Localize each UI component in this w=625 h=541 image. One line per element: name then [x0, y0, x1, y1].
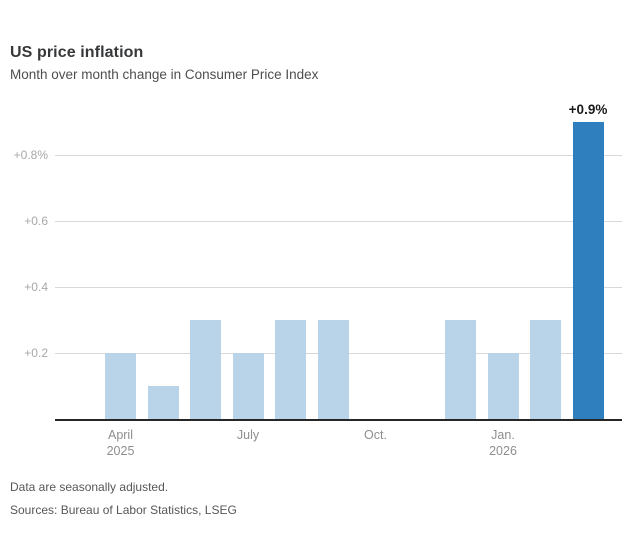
bar-apr-2025 [105, 353, 136, 419]
bar-mar [572, 122, 604, 419]
y-axis-tick-label: +0.8% [13, 148, 48, 162]
chart-subtitle: Month over month change in Consumer Pric… [10, 67, 319, 82]
bar-jun [190, 320, 221, 419]
bar-dec [445, 320, 476, 419]
x-axis-tick-sublabel: 2025 [106, 444, 135, 458]
x-axis-tick-label-april: April 2025 [86, 427, 156, 459]
x-axis-tick-label-july: July [236, 428, 260, 442]
bar-feb [530, 320, 561, 419]
value-annotation: +0.9% [568, 102, 608, 117]
x-axis-tick-label-jan: Jan. 2026 [468, 427, 538, 459]
gridline-0.6 [55, 221, 622, 222]
x-axis-tick-sublabel: 2026 [489, 444, 517, 458]
gridline-0.8 [55, 155, 622, 156]
bar-aug [275, 320, 306, 419]
bar-may [147, 386, 179, 419]
y-axis-tick-label: +0.6 [24, 214, 48, 228]
x-axis-line [55, 419, 622, 421]
x-axis-tick-label-oct: Oct. [364, 428, 387, 442]
bar-jan-2026 [487, 353, 519, 419]
chart-sources: Sources: Bureau of Labor Statistics, LSE… [10, 503, 237, 517]
bar-jul [232, 353, 264, 419]
gridline-0.4 [55, 287, 622, 288]
chart-footnote: Data are seasonally adjusted. [10, 480, 169, 494]
y-axis-tick-label: +0.4 [24, 280, 48, 294]
bar-sep [317, 320, 349, 419]
chart-title: US price inflation [10, 44, 144, 61]
y-axis-tick-label: +0.2 [24, 346, 48, 360]
